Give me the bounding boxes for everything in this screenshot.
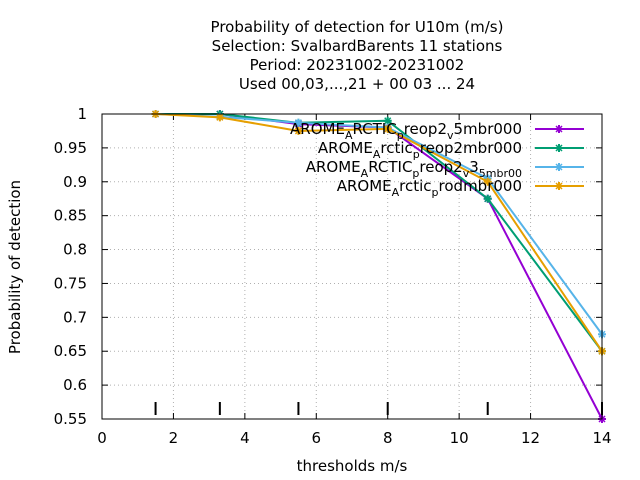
x-tick-label: 8: [383, 429, 393, 447]
y-tick-label: 0.55: [54, 410, 87, 428]
y-tick-label: 0.6: [63, 376, 87, 394]
legend-label-3: AROMEARCTICpreop2v35mbr00: [306, 158, 522, 180]
y-tick-label: 0.95: [54, 139, 87, 157]
x-tick-label: 12: [521, 429, 540, 447]
y-tick-label: 0.7: [63, 308, 87, 326]
y-tick-label: 1: [77, 105, 87, 123]
legend-marker: [555, 125, 563, 133]
plot-frame: [101, 113, 603, 420]
data-point: [383, 116, 392, 125]
legend-label-2: AROMEArcticpreop2mbr000: [318, 139, 522, 161]
x-tick-label: 0: [97, 429, 107, 447]
legend: AROMEARCTICpreop2v5mbr000AROMEArcticpreo…: [290, 120, 584, 199]
series-line-4: [155, 113, 603, 352]
y-tick-label: 0.85: [54, 207, 87, 225]
data-point: [483, 177, 492, 186]
y-tick-label: 0.9: [63, 173, 87, 191]
data-point: [294, 118, 303, 127]
y-tick-label: 0.75: [54, 274, 87, 292]
legend-label-4: AROMEArcticprodmbr000: [337, 177, 522, 199]
grid: [102, 114, 602, 419]
x-tick-label: 6: [312, 429, 322, 447]
axis-ticks: 0 2 4 6 8 10 12 14 0.55 0.6 0.65 0.7 0.75 0.8 0.85 0.9 0…: [54, 105, 612, 447]
threshold-marks: [154, 402, 603, 415]
data-point: [215, 113, 224, 122]
title-line: Selection: SvalbardBarents 11 stations: [212, 37, 503, 55]
legend-marker: [555, 144, 563, 152]
x-axis-label: thresholds m/s: [297, 457, 408, 475]
data-point: [294, 126, 303, 135]
title-line: Period: 20231002-20231002: [250, 56, 465, 74]
title-line: Probability of detection for U10m (m/s): [211, 18, 504, 36]
legend-marker: [555, 163, 563, 171]
legend-label-1: AROMEARCTICpreop2v5mbr000: [290, 120, 522, 142]
data-point: [483, 194, 492, 203]
x-tick-label: 10: [450, 429, 469, 447]
y-tick-label: 0.65: [54, 342, 87, 360]
legend-marker: [555, 182, 563, 190]
x-tick-label: 4: [240, 429, 250, 447]
data-point: [383, 124, 392, 133]
title-line: Used 00,03,...,21 + 00 03 ... 24: [239, 75, 475, 93]
y-tick-label: 0.8: [63, 241, 87, 259]
y-axis-label: Probability of detection: [6, 180, 24, 354]
x-tick-label: 14: [592, 429, 611, 447]
x-tick-label: 2: [169, 429, 179, 447]
chart-title: Probability of detection for U10m (m/s)S…: [211, 18, 504, 93]
